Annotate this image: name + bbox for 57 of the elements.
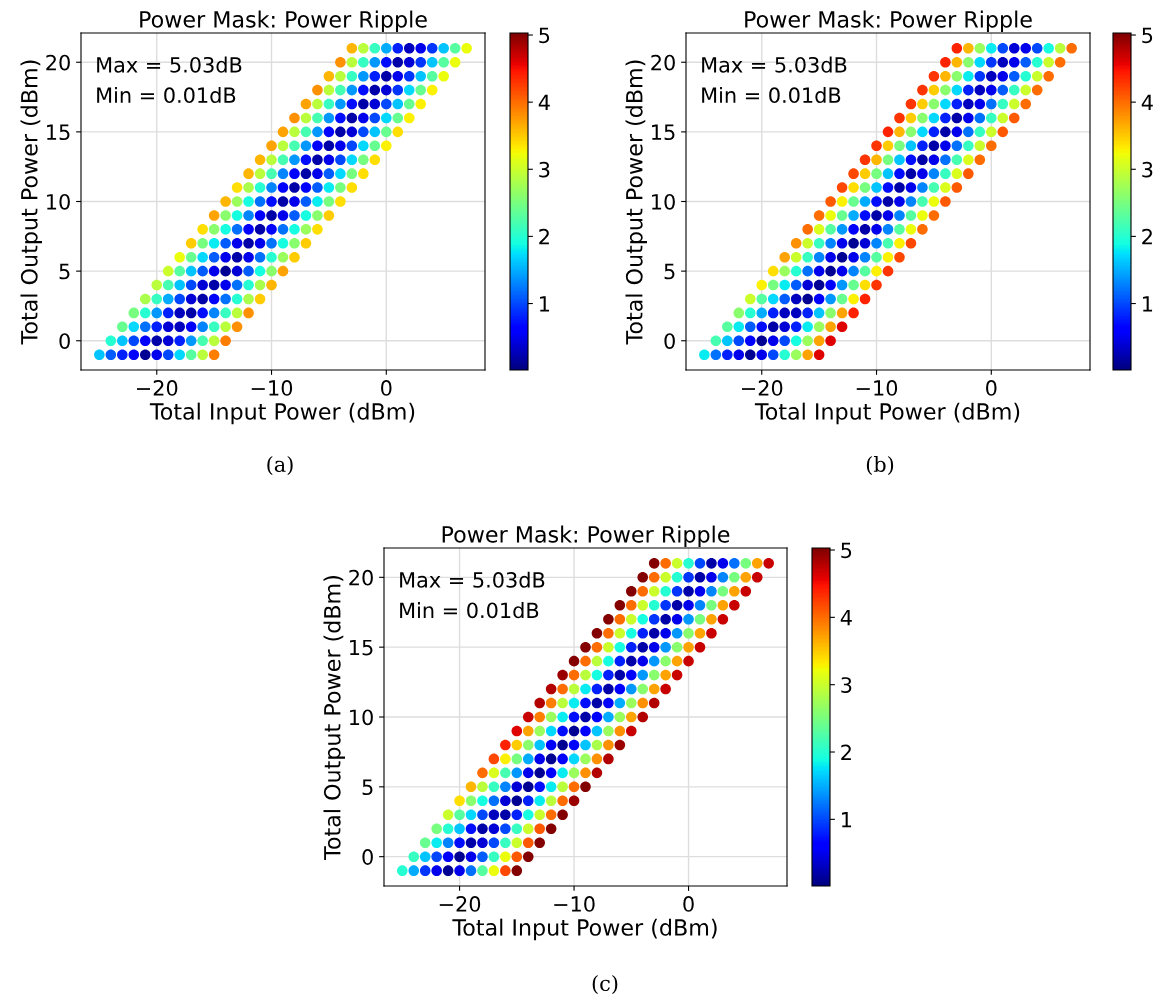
x-tick-label: 0 <box>986 380 997 396</box>
y-tick-label: 5 <box>59 263 70 280</box>
x-tick-label: −10 <box>856 380 898 396</box>
annotation: Min = 0.01dB <box>97 86 236 104</box>
color-bar-label: 4 <box>538 94 550 111</box>
annotation: Min = 0.01dB <box>400 602 539 619</box>
text: (b) <box>866 455 894 475</box>
color-bar-label: 5 <box>539 27 550 44</box>
y-tick-label: 0 <box>664 333 675 349</box>
color-bar-label: 2 <box>841 744 851 760</box>
color-bar-label: 1 <box>1143 296 1153 312</box>
y-tick-label: 10 <box>47 193 70 210</box>
y-axis-title: Total Output Power (dBm) <box>20 60 42 345</box>
color-bar-label: 1 <box>842 812 852 828</box>
chart-title: Power Mask: Power Ripple <box>140 10 427 33</box>
color-bar-label: 3 <box>1142 161 1153 178</box>
annotation: Min = 0.01dB <box>702 86 841 104</box>
color-bar-label: 4 <box>840 610 852 626</box>
y-tick-label: 10 <box>652 193 675 210</box>
color-bar-label: 4 <box>1141 94 1153 111</box>
chart-title: Power Mask: Power Ripple <box>745 10 1032 33</box>
y-axis-title: Total Output Power (dBm) <box>625 60 647 345</box>
color-bar-label: 3 <box>841 677 852 693</box>
color-bar-label: 2 <box>539 228 549 245</box>
x-axis-title: Total Input Power (dBm) <box>149 402 415 425</box>
y-tick-label: 0 <box>362 849 373 865</box>
y-tick-label: 15 <box>47 124 70 141</box>
chart-title: Power Mask: Power Ripple <box>442 525 730 548</box>
y-tick-label: 20 <box>651 54 675 71</box>
x-axis-title: Total Input Power (dBm) <box>452 918 717 941</box>
color-bar-label: 2 <box>1142 228 1152 245</box>
x-tick-label: −20 <box>741 380 783 396</box>
x-tick-label: −10 <box>554 896 595 912</box>
x-tick-label: 0 <box>683 896 694 912</box>
y-tick-label: 20 <box>349 569 373 586</box>
text: (a) <box>267 455 293 475</box>
x-tick-label: −20 <box>439 896 481 912</box>
y-tick-label: 15 <box>350 639 373 656</box>
annotation: Max = 5.03dB <box>702 56 847 73</box>
annotation: Max = 5.03dB <box>400 571 545 588</box>
y-tick-label: 5 <box>362 779 373 796</box>
x-tick-label: −20 <box>136 380 178 396</box>
x-tick-label: 0 <box>381 380 392 396</box>
y-tick-label: 10 <box>350 709 373 726</box>
x-axis-title: Total Input Power (dBm) <box>754 402 1020 425</box>
y-tick-label: 20 <box>46 54 70 71</box>
x-tick-label: −10 <box>251 380 293 396</box>
annotation: Max = 5.03dB <box>97 56 242 73</box>
y-axis-title: Total Output Power (dBm) <box>323 576 345 860</box>
y-tick-label: 15 <box>652 124 675 141</box>
color-bar-label: 5 <box>1142 27 1153 44</box>
color-bar-label: 5 <box>841 542 852 559</box>
y-tick-label: 5 <box>664 263 675 280</box>
text: (c) <box>592 974 618 994</box>
color-bar-label: 3 <box>539 161 550 178</box>
color-bar-label: 1 <box>540 296 550 312</box>
y-tick-label: 0 <box>59 333 70 349</box>
